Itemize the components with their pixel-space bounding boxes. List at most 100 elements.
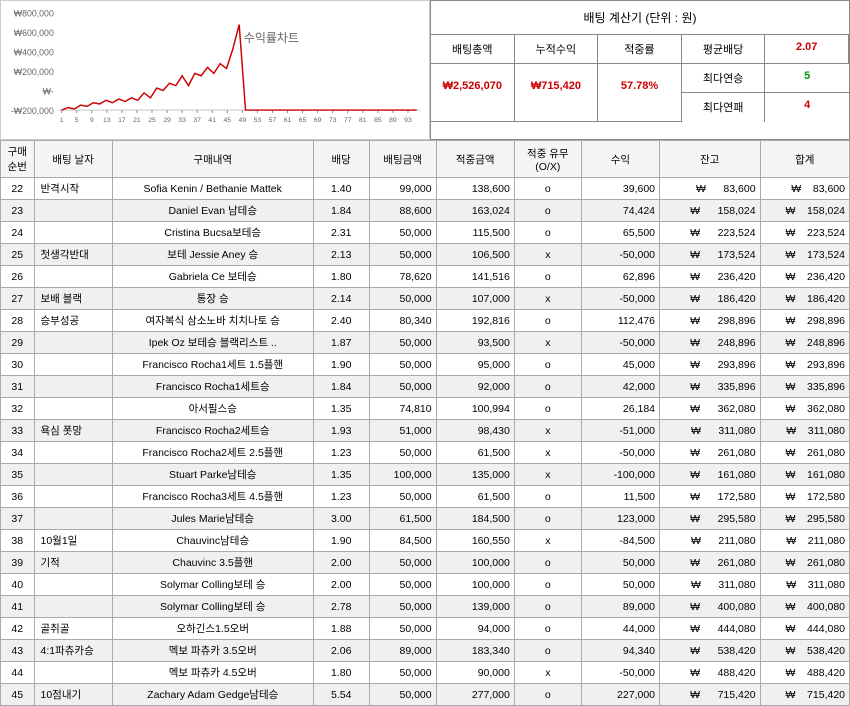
cell-date [34,442,112,464]
cell-total: ₩ 261,080 [760,552,849,574]
cell-seq: 23 [1,200,35,222]
table-row[interactable]: 30Francisco Rocha1세트 1.5플핸1.9050,00095,0… [1,354,850,376]
cell-item: Solymar Colling보테 승 [112,596,313,618]
cell-balance: ₩ 335,896 [660,376,761,398]
cell-odds: 1.90 [313,530,369,552]
cell-bet: 50,000 [369,618,436,640]
table-row[interactable]: 39기적Chauvinc 3.5플핸2.0050,000100,000o50,0… [1,552,850,574]
table-row[interactable]: 31Francisco Rocha1세트승1.8450,00092,000o42… [1,376,850,398]
cell-item: 여자복식 삼소노바 치치나토 승 [112,310,313,332]
th-profit[interactable]: 수익 [581,141,659,178]
cell-bet: 50,000 [369,288,436,310]
table-row[interactable]: 37Jules Marie남테승3.0061,500184,500o123,00… [1,508,850,530]
cell-ox: o [514,574,581,596]
table-row[interactable]: 33욕심 폿망Francisco Rocha2세트승1.9351,00098,4… [1,420,850,442]
th-total[interactable]: 합계 [760,141,849,178]
cell-profit: 42,000 [581,376,659,398]
table-row[interactable]: 35Stuart Parke남테승1.35100,000135,000x-100… [1,464,850,486]
table-row[interactable]: 4510점내기Zachary Adam Gedge남테승5.5450,00027… [1,684,850,706]
cell-ox: x [514,464,581,486]
cell-hit: 141,516 [436,266,514,288]
cell-total: ₩ 362,080 [760,398,849,420]
cell-balance: ₩ 311,080 [660,420,761,442]
th-date[interactable]: 배팅 날자 [34,141,112,178]
cell-profit: 94,340 [581,640,659,662]
cell-bet: 50,000 [369,442,436,464]
cell-bet: 50,000 [369,222,436,244]
cell-ox: o [514,266,581,288]
cell-balance: ₩ 444,080 [660,618,761,640]
th-bet[interactable]: 배팅금액 [369,141,436,178]
table-row[interactable]: 29Ipek Oz 보테승 블랙리스트 ..1.8750,00093,500x-… [1,332,850,354]
cell-total: ₩ 186,420 [760,288,849,310]
cell-date: 10점내기 [34,684,112,706]
cell-ox: o [514,596,581,618]
table-row[interactable]: 28승부성공여자복식 삼소노바 치치나토 승2.4080,340192,816o… [1,310,850,332]
cell-odds: 1.80 [313,266,369,288]
table-row[interactable]: 36Francisco Rocha3세트 4.5플핸1.2350,00061,5… [1,486,850,508]
cell-odds: 2.78 [313,596,369,618]
cell-ox: x [514,442,581,464]
cell-profit: 11,500 [581,486,659,508]
cell-total: ₩ 261,080 [760,442,849,464]
table-row[interactable]: 40Solymar Colling보테 승2.0050,000100,000o5… [1,574,850,596]
table-row[interactable]: 41Solymar Colling보테 승2.7850,000139,000o8… [1,596,850,618]
table-row[interactable]: 32아서필스승1.3574,810100,994o26,184₩ 362,080… [1,398,850,420]
cell-bet: 50,000 [369,596,436,618]
cell-bet: 50,000 [369,244,436,266]
cell-odds: 3.00 [313,508,369,530]
cell-item: Francisco Rocha1세트승 [112,376,313,398]
th-hit[interactable]: 적중금액 [436,141,514,178]
svg-text:93: 93 [404,117,412,124]
table-row[interactable]: 25첫생각반대보테 Jessie Aney 승2.1350,000106,500… [1,244,850,266]
cell-balance: ₩ 83,600 [660,178,761,200]
svg-text:13: 13 [103,117,111,124]
cell-balance: ₩ 298,896 [660,310,761,332]
cell-profit: 50,000 [581,552,659,574]
streak-win-label: 최다연승 [682,64,766,93]
chart-title: 수익률차트 [244,29,299,46]
cell-date: 보배 블랙 [34,288,112,310]
table-row[interactable]: 22반격시작Sofia Kenin / Bethanie Mattek1.409… [1,178,850,200]
cell-total: ₩ 295,580 [760,508,849,530]
th-item[interactable]: 구매내역 [112,141,313,178]
cell-seq: 32 [1,398,35,420]
cell-total: ₩ 248,896 [760,332,849,354]
cell-hit: 183,340 [436,640,514,662]
svg-text:49: 49 [239,117,247,124]
table-row[interactable]: 44멕보 파츄카 4.5오버1.8050,00090,000x-50,000₩ … [1,662,850,684]
th-odds[interactable]: 배당 [313,141,369,178]
th-ox[interactable]: 적중 유무 (O/X) [514,141,581,178]
cell-hit: 184,500 [436,508,514,530]
calc-h-total: 배팅총액 [431,35,515,64]
calculator-panel: 배팅 계산기 (단위 : 원) 배팅총액 누적수익 적중률 평균배당 2.07 … [430,0,850,140]
table-row[interactable]: 26Gabriela Ce 보테승1.8078,620141,516o62,89… [1,266,850,288]
cell-seq: 34 [1,442,35,464]
svg-text:₩800,000: ₩800,000 [14,8,54,18]
cell-hit: 100,000 [436,552,514,574]
svg-text:73: 73 [329,117,337,124]
th-balance[interactable]: 잔고 [660,141,761,178]
table-row[interactable]: 27보배 블랙통장 승2.1450,000107,000x-50,000₩ 18… [1,288,850,310]
table-row[interactable]: 34Francisco Rocha2세트 2.5플핸1.2350,00061,5… [1,442,850,464]
cell-hit: 100,994 [436,398,514,420]
cell-odds: 1.93 [313,420,369,442]
table-row[interactable]: 42골취골오하긴스1.5오버1.8850,00094,000o44,000₩ 4… [1,618,850,640]
svg-text:81: 81 [359,117,367,124]
svg-text:37: 37 [193,117,201,124]
cell-date: 골취골 [34,618,112,640]
cell-profit: 50,000 [581,574,659,596]
table-row[interactable]: 3810월1일Chauvinc남테승1.9084,500160,550x-84,… [1,530,850,552]
cell-hit: 92,000 [436,376,514,398]
table-row[interactable]: 434:1파츄카승멕보 파츄카 3.5오버2.0689,000183,340o9… [1,640,850,662]
cell-date [34,398,112,420]
cell-balance: ₩ 261,080 [660,442,761,464]
cell-total: ₩ 400,080 [760,596,849,618]
cell-ox: o [514,398,581,420]
table-row[interactable]: 24Cristina Bucsa보테승2.3150,000115,500o65,… [1,222,850,244]
table-row[interactable]: 23Daniel Evan 남테승1.8488,600163,024o74,42… [1,200,850,222]
cell-bet: 88,600 [369,200,436,222]
th-seq[interactable]: 구매 순번 [1,141,35,178]
cell-profit: -50,000 [581,442,659,464]
cell-hit: 192,816 [436,310,514,332]
